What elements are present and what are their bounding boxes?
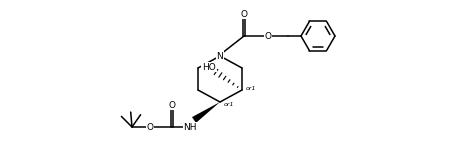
Text: HO: HO xyxy=(202,62,216,71)
Text: NH: NH xyxy=(183,123,197,132)
Text: N: N xyxy=(217,52,224,61)
Text: O: O xyxy=(240,9,247,18)
Text: or1: or1 xyxy=(246,86,256,90)
Text: O: O xyxy=(265,32,272,41)
Polygon shape xyxy=(192,102,220,123)
Text: O: O xyxy=(169,100,175,110)
Text: or1: or1 xyxy=(224,102,234,107)
Text: O: O xyxy=(147,123,153,132)
